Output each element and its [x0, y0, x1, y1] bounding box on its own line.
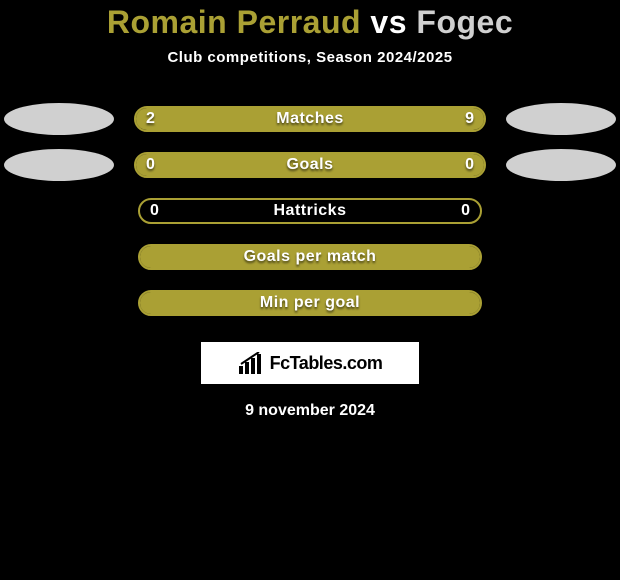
stat-row: 2 9Matches [0, 106, 620, 132]
player-right-marker [506, 103, 616, 135]
title-player-left: Romain Perraud [107, 4, 361, 40]
title-player-right: Fogec [416, 4, 513, 40]
stat-label: Goals per match [140, 246, 480, 268]
player-left-marker [4, 103, 114, 135]
stat-bar: Min per goal [138, 290, 482, 316]
stat-bar: 0 0Hattricks [138, 198, 482, 224]
stat-value-left: 0 [136, 154, 165, 176]
stat-row: Min per goal [0, 290, 620, 316]
source-logo-text: FcTables.com [270, 353, 383, 374]
stat-row: Goals per match [0, 244, 620, 270]
stat-row: 0 0Hattricks [0, 198, 620, 224]
subtitle: Club competitions, Season 2024/2025 [0, 49, 620, 66]
stat-value-right: 0 [455, 154, 484, 176]
stat-bar: 2 9Matches [134, 106, 486, 132]
stat-label: Hattricks [140, 200, 480, 222]
stat-bar: Goals per match [138, 244, 482, 270]
fctables-chart-icon [238, 352, 266, 374]
title-vs: vs [361, 4, 416, 40]
stat-bar: 0 0Goals [134, 152, 486, 178]
stat-value-right: 0 [451, 200, 480, 222]
stat-value-right: 9 [455, 108, 484, 130]
player-left-marker [4, 149, 114, 181]
stat-row: 0 0Goals [0, 152, 620, 178]
snapshot-date: 9 november 2024 [0, 402, 620, 420]
player-right-marker [506, 149, 616, 181]
comparison-card: Romain Perraud vs Fogec Club competition… [0, 0, 620, 580]
stat-value-left: 0 [140, 200, 169, 222]
stat-label: Min per goal [140, 292, 480, 314]
stat-label: Goals [136, 154, 484, 176]
source-logo: FcTables.com [201, 342, 419, 384]
stat-label: Matches [136, 108, 484, 130]
page-title: Romain Perraud vs Fogec [0, 4, 620, 41]
stat-value-left: 2 [136, 108, 165, 130]
comparison-rows: 29Matches00Goals00HattricksGoals per mat… [0, 106, 620, 316]
